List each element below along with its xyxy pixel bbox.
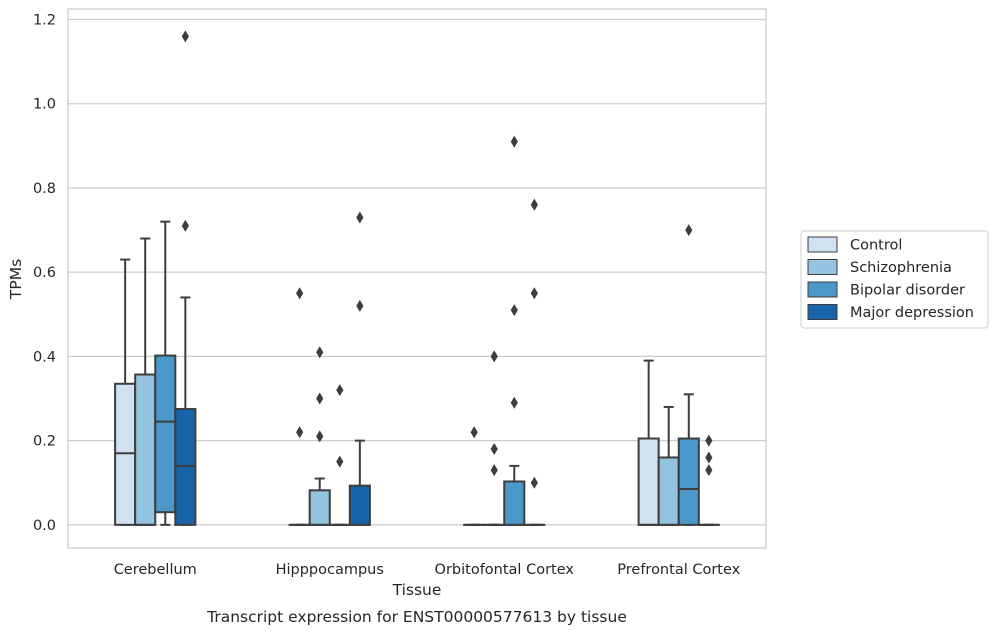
box-group	[288, 287, 311, 526]
box-group	[637, 359, 660, 526]
outlier-point	[316, 346, 324, 359]
y-tick-label: 0.6	[33, 265, 56, 281]
outlier-point	[510, 304, 518, 317]
outlier-point	[181, 30, 189, 43]
outlier-point	[356, 211, 364, 224]
outlier-point	[685, 224, 693, 237]
legend: Control Schizophrenia Bipolar disorder Majo…	[800, 230, 989, 329]
legend-label: Major depression	[850, 305, 974, 321]
legend-label: Control	[850, 238, 902, 254]
box	[114, 382, 137, 526]
box-group	[134, 237, 157, 526]
box	[308, 489, 331, 526]
box-group	[328, 384, 351, 526]
outlier-point	[510, 396, 518, 409]
box-group	[483, 350, 506, 526]
x-tick-label: Orbitofontal Cortex	[435, 562, 575, 578]
legend-label: Bipolar disorder	[850, 283, 965, 299]
legend-swatch	[807, 281, 838, 298]
box-group	[657, 405, 680, 526]
legend-swatch	[807, 259, 838, 275]
outlier-point	[296, 287, 304, 300]
y-tick-label: 0.8	[33, 181, 56, 197]
outlier-point	[705, 434, 713, 447]
x-tick-label: Hipppocampus	[276, 562, 384, 578]
legend-swatch	[807, 304, 838, 320]
box-group	[154, 220, 177, 526]
box	[134, 373, 157, 526]
outlier-point	[705, 464, 713, 477]
box	[174, 408, 197, 526]
outlier-point	[336, 455, 344, 468]
legend-label: Schizophrenia	[850, 260, 952, 276]
outlier-point	[316, 392, 324, 405]
box-group	[308, 346, 331, 526]
y-tick-labels: 0.0 0.2 0.4 0.6 0.8 1.0 1.2	[33, 13, 56, 534]
y-axis-label: TPMs	[7, 259, 25, 300]
outlier-point	[181, 219, 189, 232]
box	[637, 437, 660, 526]
outlier-point	[356, 299, 364, 312]
outlier-point	[296, 426, 304, 439]
box-group	[348, 211, 371, 526]
outlier-point	[336, 384, 344, 397]
box	[154, 354, 177, 514]
legend-frame	[800, 230, 989, 329]
y-tick-label: 1.0	[33, 97, 56, 113]
outlier-point	[530, 476, 538, 489]
box-group	[697, 434, 720, 526]
box	[677, 437, 700, 526]
outlier-point	[705, 451, 713, 464]
plot-frame	[67, 8, 767, 549]
outlier-point	[316, 430, 324, 443]
outlier-point	[530, 198, 538, 211]
outlier-point	[490, 464, 498, 477]
box	[348, 484, 371, 526]
chart-title: Transcript expression for ENST0000057761…	[206, 608, 627, 626]
outlier-point	[510, 135, 518, 148]
box-series	[114, 30, 720, 526]
outlier-point	[490, 443, 498, 456]
x-axis-label: Tissue	[392, 581, 442, 599]
box	[657, 456, 680, 526]
x-tick-labels: Cerebellum Hipppocampus Orbitofontal Corte…	[114, 562, 741, 578]
box-group	[677, 224, 700, 526]
y-tick-label: 1.2	[33, 13, 56, 29]
outlier-point	[490, 350, 498, 363]
y-tick-label: 0.2	[33, 434, 56, 450]
box-group	[174, 30, 197, 526]
legend-swatch	[807, 236, 838, 253]
y-tick-label: 0.0	[33, 518, 56, 534]
box	[503, 480, 526, 526]
outlier-point	[470, 426, 478, 439]
x-tick-label: Prefrontal Cortex	[617, 562, 740, 578]
y-tick-label: 0.4	[33, 349, 56, 365]
box-group	[523, 198, 546, 526]
box-group	[114, 258, 137, 526]
x-tick-label: Cerebellum	[114, 562, 197, 578]
box-group	[463, 426, 486, 526]
outlier-point	[530, 287, 538, 300]
box-group	[503, 135, 526, 526]
